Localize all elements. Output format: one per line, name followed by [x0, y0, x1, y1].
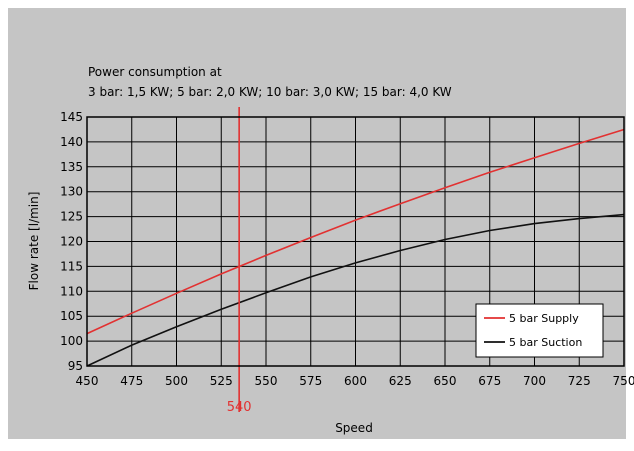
legend: 5 bar Supply 5 bar Suction: [475, 303, 604, 358]
x-tick-label: 525: [210, 374, 233, 388]
annotation-line-2: 3 bar: 1,5 KW; 5 bar: 2,0 KW; 10 bar: 3,…: [88, 85, 452, 99]
y-tick-label: 145: [60, 110, 83, 124]
x-tick-label: 475: [120, 374, 143, 388]
y-tick-label: 135: [60, 160, 83, 174]
annotation-line-1: Power consumption at: [88, 65, 222, 79]
x-tick-label: 725: [568, 374, 591, 388]
legend-label-1: 5 bar Supply: [509, 312, 579, 325]
y-tick-label: 120: [60, 235, 83, 249]
y-axis-label: Flow rate [l/min]: [27, 192, 41, 291]
x-tick-label: 500: [165, 374, 188, 388]
plot-border: [86, 116, 625, 367]
y-tick-label: 125: [60, 210, 83, 224]
legend-label-2: 5 bar Suction: [509, 336, 582, 349]
x-tick-label: 750: [613, 374, 634, 388]
tick-labels: 450 475 500 525 550 575 600 625 650 675 700 725 750 9…: [60, 110, 634, 388]
marker-label: 540: [227, 400, 252, 415]
x-tick-label: 450: [76, 374, 99, 388]
marker-line-group: 540: [227, 107, 252, 415]
x-tick-label: 700: [523, 374, 546, 388]
legend-box: [475, 303, 604, 358]
x-tick-label: 625: [389, 374, 412, 388]
series-line-2: [86, 213, 625, 367]
y-tick-label: 95: [68, 359, 83, 373]
x-tick-label: 575: [299, 374, 322, 388]
y-tick-label: 130: [60, 185, 83, 199]
x-tick-label: 675: [478, 374, 501, 388]
y-tick-label: 100: [60, 334, 83, 348]
x-axis-label: Speed: [335, 421, 373, 435]
x-tick-label: 550: [255, 374, 278, 388]
y-tick-label: 115: [60, 259, 83, 273]
y-tick-label: 110: [60, 284, 83, 298]
y-tick-label: 105: [60, 309, 83, 323]
y-tick-label: 140: [60, 135, 83, 149]
series-lines: [86, 128, 625, 367]
x-tick-label: 600: [344, 374, 367, 388]
x-tick-label: 650: [434, 374, 457, 388]
series-line-1: [86, 128, 625, 335]
